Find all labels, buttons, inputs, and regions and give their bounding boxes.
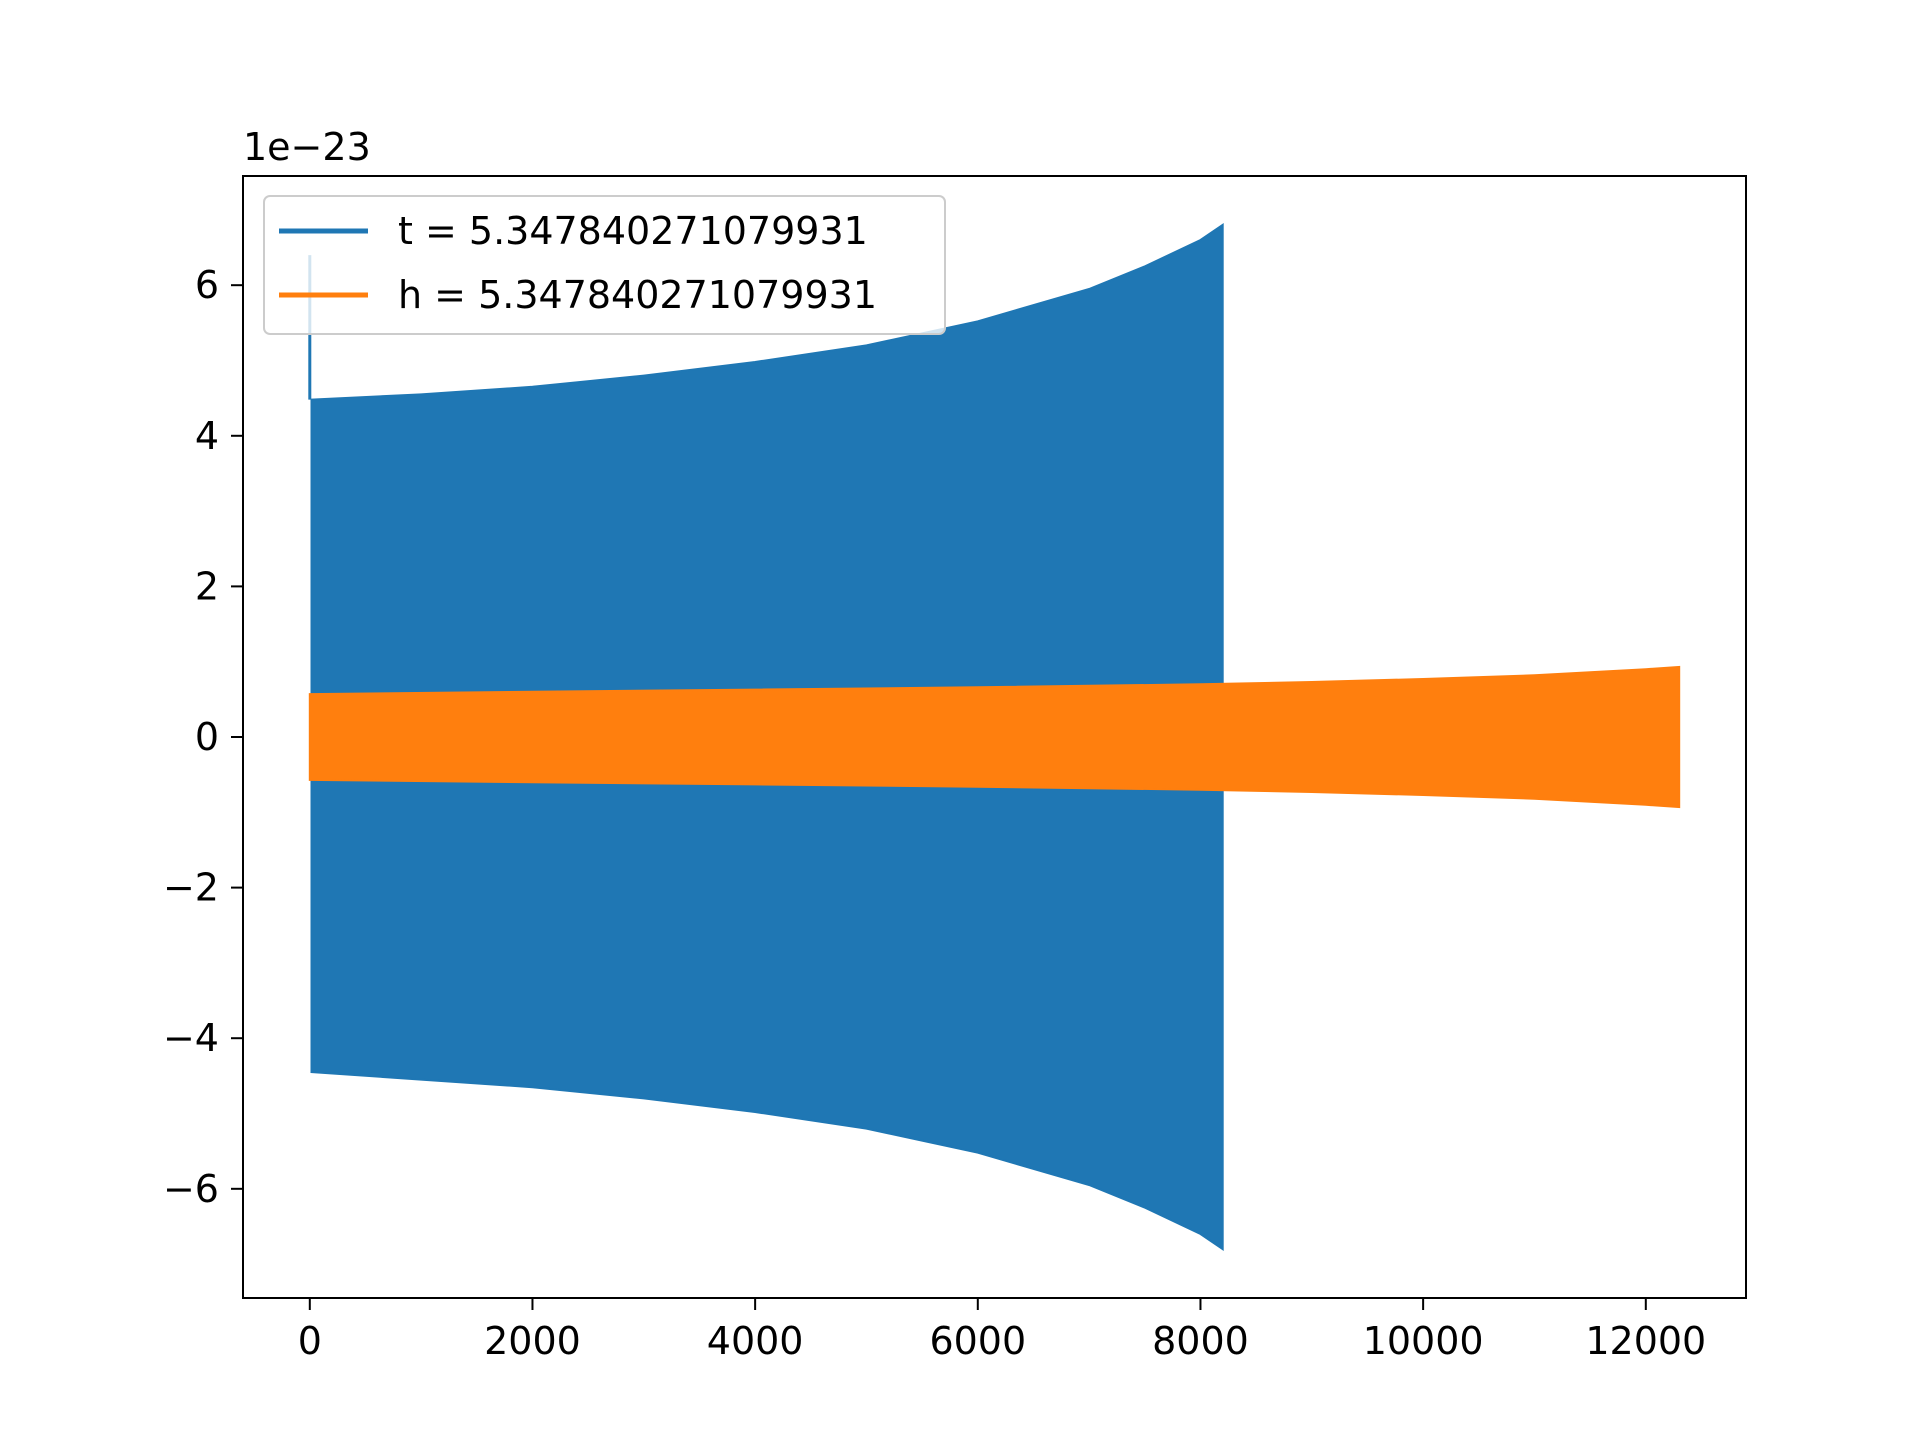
series-1-envelope — [308, 665, 1681, 809]
y-axis: −6 −4 −2 0 2 4 6 — [163, 263, 243, 1211]
series-layer — [308, 223, 1681, 1251]
legend-label-t: t = 5.347840271079931 — [398, 209, 868, 253]
x-tick-label: 4000 — [707, 1319, 804, 1363]
y-tick-label: 2 — [195, 564, 219, 608]
legend-label-h: h = 5.347840271079931 — [398, 273, 877, 317]
y-tick-label: 6 — [195, 263, 219, 307]
x-tick-label: 2000 — [484, 1319, 581, 1363]
x-tick-label: 0 — [298, 1319, 322, 1363]
x-tick-label: 10000 — [1363, 1319, 1484, 1363]
x-tick-label: 12000 — [1585, 1319, 1706, 1363]
x-tick-label: 6000 — [929, 1319, 1026, 1363]
y-tick-label: 0 — [195, 715, 219, 759]
legend-box — [263, 195, 946, 335]
y-tick-label: −6 — [163, 1167, 219, 1211]
x-axis: 0 2000 4000 6000 8000 10000 12000 — [298, 1298, 1706, 1363]
y-tick-label: −4 — [163, 1016, 219, 1060]
y-tick-label: 4 — [195, 414, 219, 458]
y-tick-label: −2 — [163, 866, 219, 910]
legend: t = 5.347840271079931 h = 5.347840271079… — [263, 195, 946, 335]
y-offset-text: 1e−23 — [243, 125, 371, 169]
x-tick-label: 8000 — [1152, 1319, 1249, 1363]
